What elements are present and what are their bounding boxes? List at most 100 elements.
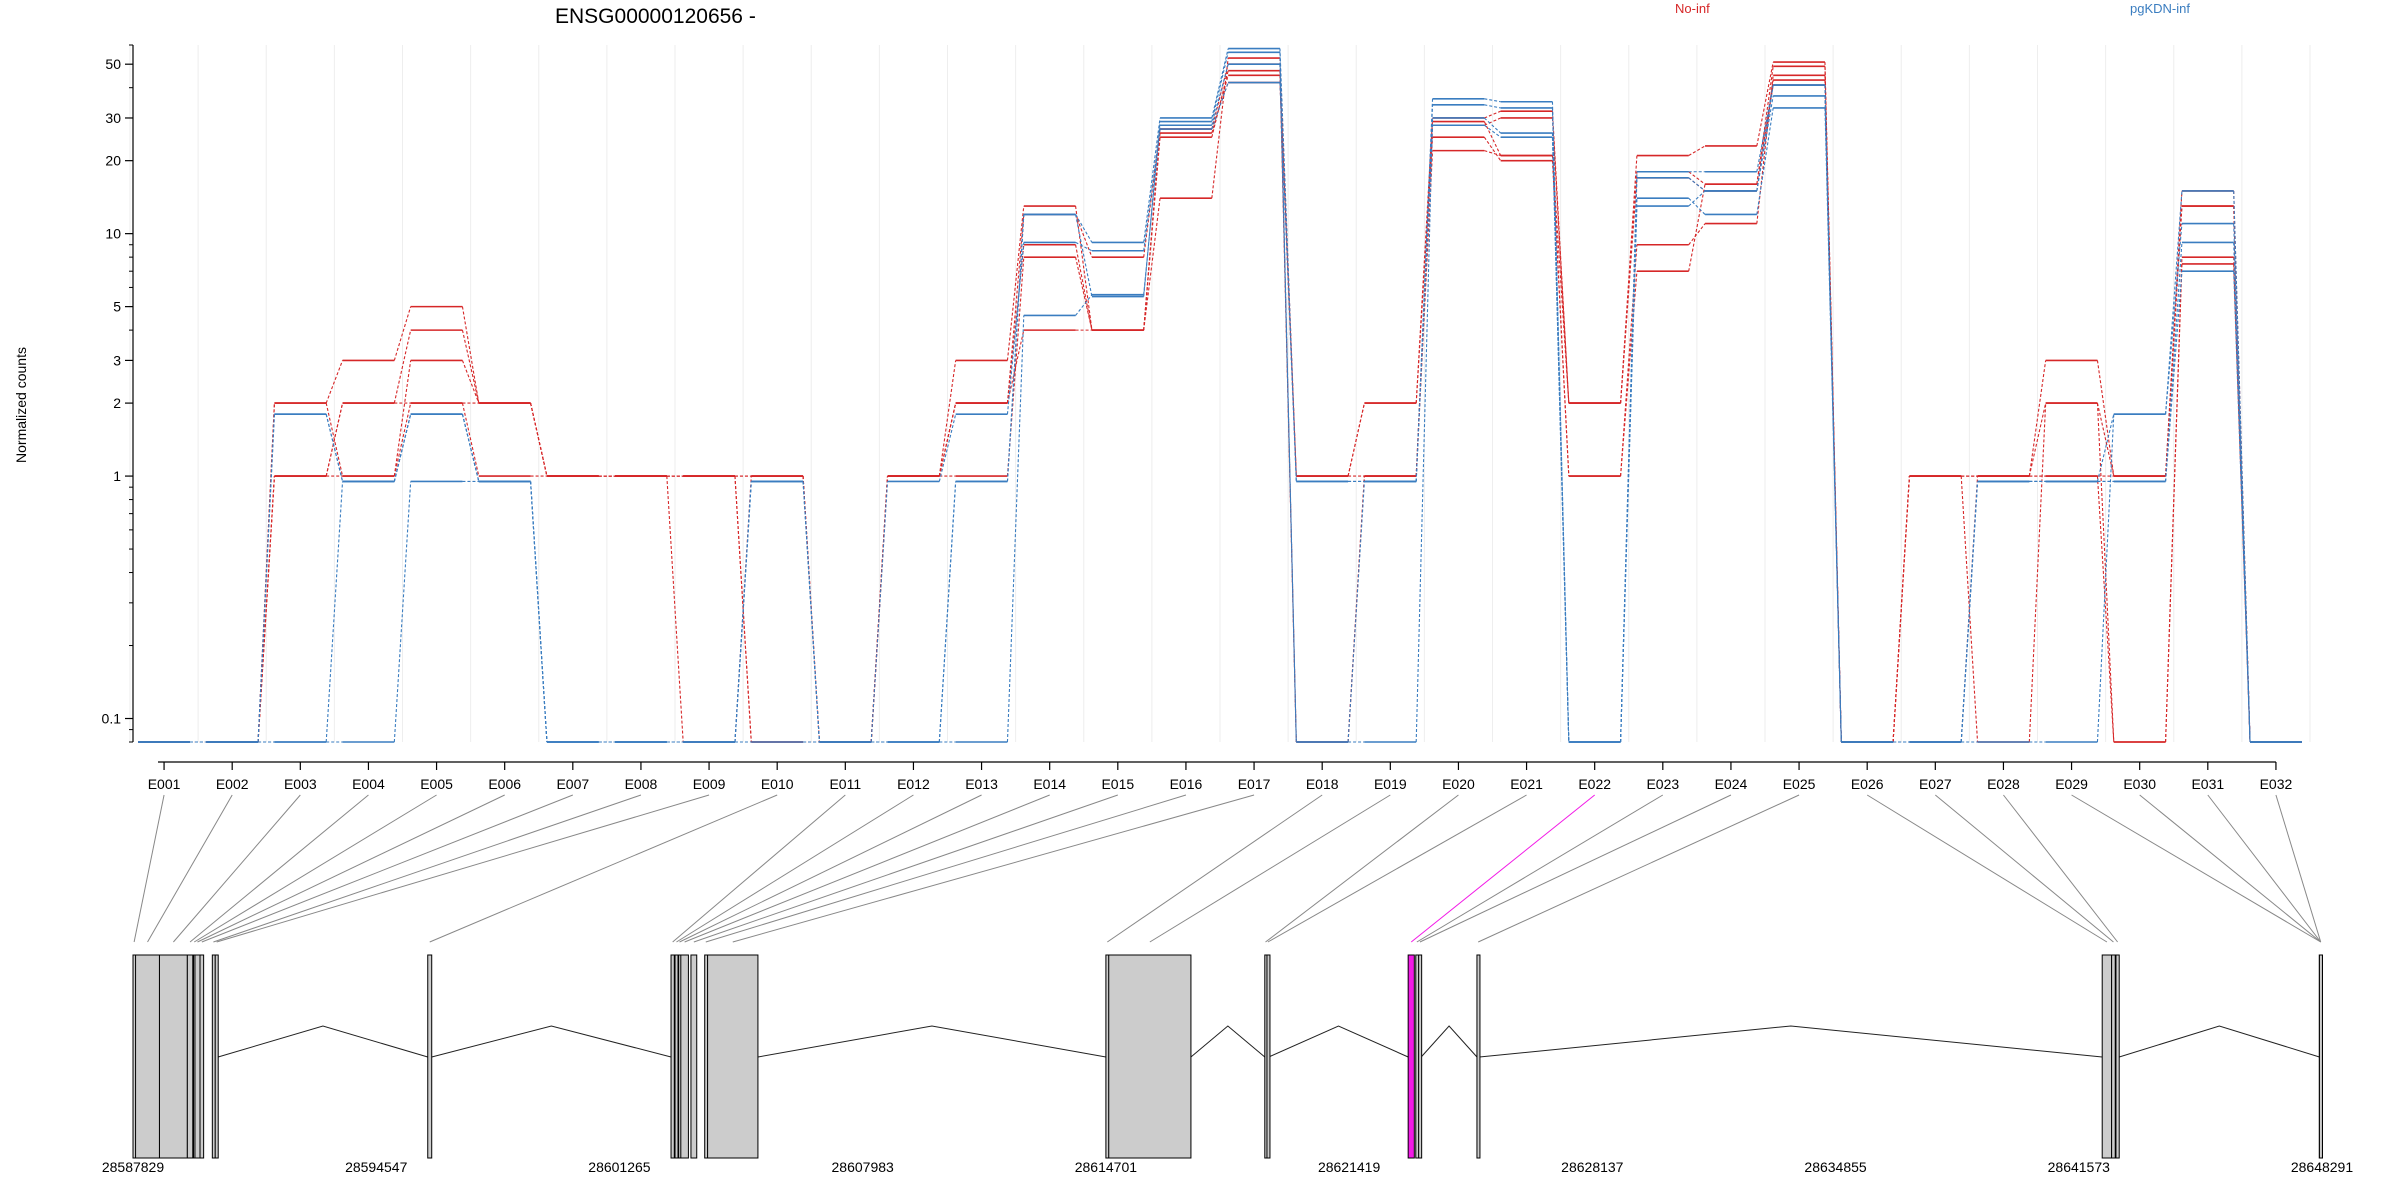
- exon-connector: [679, 794, 982, 943]
- intron: [2119, 1025, 2320, 1058]
- exon-box: [2101, 954, 2113, 1159]
- connector-line: [938, 414, 957, 482]
- exon-box: [135, 954, 160, 1159]
- x-tick-label: E032: [2260, 776, 2293, 792]
- exon-box: [674, 954, 679, 1159]
- genome-tick-label: 28641573: [2048, 1159, 2111, 1175]
- y-tick-label: 50: [105, 56, 121, 72]
- connector-line: [1279, 64, 1297, 743]
- exon-connector: [693, 794, 1118, 943]
- intron: [431, 1025, 672, 1058]
- intron: [1479, 1025, 2103, 1058]
- exon-connector: [2071, 794, 2321, 943]
- x-tick-label: E031: [2191, 776, 2224, 792]
- connector-line: [1347, 402, 1365, 477]
- genome-tick-label: 28634855: [1804, 1159, 1867, 1175]
- exon-box: [1476, 954, 1481, 1159]
- x-tick-label: E008: [625, 776, 658, 792]
- connector-line: [2028, 402, 2047, 477]
- exon-box: [1266, 954, 1271, 1159]
- exon-box: [186, 954, 194, 1159]
- x-tick-label: E020: [1442, 776, 1475, 792]
- connector-line: [1688, 197, 1706, 215]
- genome-tick-label: 28607983: [832, 1159, 895, 1175]
- exon-connector: [1419, 794, 1732, 943]
- connector-line: [393, 360, 412, 477]
- x-tick-label: E026: [1851, 776, 1884, 792]
- connector-line: [2233, 271, 2251, 743]
- connector-line: [1960, 476, 1979, 743]
- connector-line: [2096, 476, 2115, 743]
- connector-line: [1551, 117, 1570, 404]
- exon-connector: [1410, 794, 1596, 943]
- connector-line: [2165, 205, 2183, 477]
- exon-connector: [1478, 794, 1800, 943]
- exon-connector: [1107, 794, 1323, 943]
- connector-line: [1620, 206, 1638, 743]
- x-tick-label: E012: [897, 776, 930, 792]
- connector-line: [1688, 171, 1706, 185]
- exon-box: [1418, 954, 1423, 1159]
- chart-title: ENSG00000120656 -: [555, 5, 756, 28]
- x-tick-label: E004: [352, 776, 385, 792]
- genome-tick-label: 28628137: [1561, 1159, 1624, 1175]
- x-tick-label: E019: [1374, 776, 1407, 792]
- exon-connector: [133, 794, 165, 943]
- connector-line: [393, 414, 412, 482]
- intron: [1190, 1025, 1266, 1058]
- connector-line: [1006, 329, 1025, 404]
- x-axis: E001 E002 E003 E004 E005 E006 E007 E008 E009 E010…: [148, 761, 2293, 792]
- exon-box: [427, 954, 433, 1159]
- exon-connector: [197, 794, 505, 943]
- x-tick-label: E005: [420, 776, 453, 792]
- exon-connector: [2207, 794, 2322, 943]
- connector-line: [734, 476, 752, 743]
- connector-line: [530, 481, 548, 743]
- x-tick-label: E009: [693, 776, 726, 792]
- x-tick-label: E014: [1033, 776, 1066, 792]
- genome-tick-label: 28614701: [1075, 1159, 1138, 1175]
- connector-line: [1484, 150, 1501, 157]
- connector-line: [2096, 414, 2115, 482]
- exon-box: [680, 954, 689, 1159]
- connector-line: [1415, 117, 1434, 743]
- x-tick-label: E006: [488, 776, 521, 792]
- connector-line: [1075, 214, 1093, 243]
- x-tick-label: E030: [2123, 776, 2156, 792]
- connector-line: [461, 414, 480, 482]
- genome-axis: 28587829 28594547 28601265 28607983 28614701…: [102, 1159, 2354, 1175]
- connector-line: [1415, 125, 1434, 482]
- connector-line: [2096, 403, 2115, 743]
- x-tick-label: E011: [829, 776, 861, 792]
- connector-line: [1006, 205, 1025, 361]
- x-tick-label: E016: [1170, 776, 1203, 792]
- exon-connector: [147, 794, 233, 943]
- x-tick-label: E025: [1783, 776, 1816, 792]
- x-tick-label: E003: [284, 776, 317, 792]
- connector-line: [1620, 177, 1638, 404]
- x-tick-label: E013: [965, 776, 998, 792]
- exon-connector: [173, 794, 301, 943]
- exon-connector: [732, 794, 1255, 943]
- genome-tick-label: 28648291: [2291, 1159, 2354, 1175]
- connector-line: [393, 329, 412, 404]
- connector-line: [666, 476, 684, 743]
- connector-line: [1211, 48, 1229, 119]
- legend-no-inf: No-inf: [1675, 1, 1710, 16]
- exon-box: [199, 954, 205, 1159]
- connector-line: [734, 481, 752, 743]
- connector-line: [1960, 481, 1979, 743]
- connector-line: [2165, 257, 2183, 743]
- y-tick-label: 1: [113, 468, 121, 484]
- y-tick-label: 0.1: [102, 711, 122, 727]
- connector-line: [802, 481, 820, 743]
- exon-connector: [1416, 794, 1664, 943]
- connector-line: [1483, 117, 1502, 134]
- exon-connector: [2003, 794, 2118, 943]
- exon-box: [158, 954, 188, 1159]
- connector-line: [938, 402, 957, 477]
- exon-box: [214, 954, 219, 1159]
- connector-line: [325, 481, 344, 743]
- connector-line: [1484, 117, 1501, 126]
- connector-line: [1006, 214, 1025, 482]
